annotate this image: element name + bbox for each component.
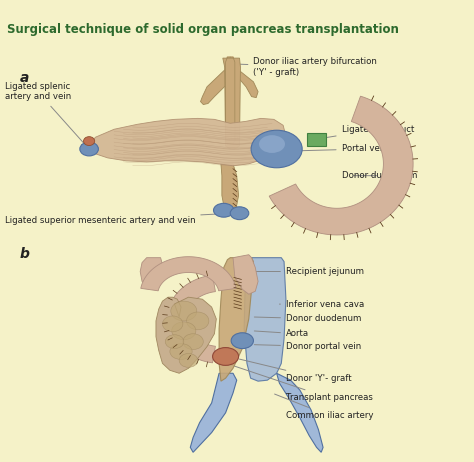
Text: Inferior vena cava: Inferior vena cava (279, 300, 364, 309)
Ellipse shape (179, 353, 198, 367)
Polygon shape (156, 297, 216, 373)
Text: Surgical technique of solid organ pancreas transplantation: Surgical technique of solid organ pancre… (8, 23, 399, 36)
Ellipse shape (170, 344, 192, 359)
Ellipse shape (80, 142, 99, 156)
Polygon shape (141, 257, 236, 291)
Polygon shape (307, 133, 326, 146)
Polygon shape (190, 373, 237, 452)
Text: Donor duodenum: Donor duodenum (255, 315, 361, 323)
Text: Portal vein: Portal vein (293, 145, 387, 153)
Polygon shape (233, 378, 280, 457)
Text: Ligated bile duct: Ligated bile duct (319, 125, 414, 139)
Polygon shape (219, 258, 254, 381)
Ellipse shape (171, 301, 197, 321)
Text: Donor iliac artery bifurcation
('Y' - graft): Donor iliac artery bifurcation ('Y' - gr… (237, 57, 377, 77)
Polygon shape (201, 70, 238, 104)
Ellipse shape (231, 333, 254, 348)
Ellipse shape (212, 347, 238, 365)
Polygon shape (237, 70, 258, 97)
Polygon shape (244, 258, 286, 381)
Text: Common iliac artery: Common iliac artery (274, 394, 374, 420)
Text: Ligated superior mesenteric artery and vein: Ligated superior mesenteric artery and v… (5, 213, 230, 225)
Ellipse shape (83, 137, 95, 146)
Text: Recipient jejunum: Recipient jejunum (252, 267, 364, 276)
Polygon shape (233, 255, 258, 294)
Polygon shape (221, 164, 238, 208)
Text: Donor portal vein: Donor portal vein (255, 342, 361, 351)
Ellipse shape (213, 203, 234, 217)
Polygon shape (140, 258, 163, 286)
Polygon shape (269, 96, 413, 235)
Text: a: a (19, 71, 29, 85)
Polygon shape (167, 275, 215, 363)
Ellipse shape (230, 207, 249, 219)
Text: Donor duodenum: Donor duodenum (342, 171, 417, 180)
Polygon shape (82, 118, 286, 166)
Ellipse shape (183, 334, 203, 350)
Ellipse shape (187, 312, 209, 330)
Ellipse shape (163, 316, 183, 332)
Text: Transplant pancreas: Transplant pancreas (214, 359, 373, 402)
Text: Ligated splenic
artery and vein: Ligated splenic artery and vein (5, 82, 84, 144)
Text: Aorta: Aorta (255, 329, 309, 338)
Ellipse shape (251, 130, 302, 168)
Text: Donor 'Y'- graft: Donor 'Y'- graft (239, 359, 352, 383)
Ellipse shape (165, 335, 184, 348)
Polygon shape (277, 373, 323, 452)
Ellipse shape (259, 135, 285, 153)
Polygon shape (223, 58, 240, 149)
Ellipse shape (172, 322, 196, 340)
Polygon shape (226, 57, 235, 143)
Text: b: b (19, 247, 29, 261)
